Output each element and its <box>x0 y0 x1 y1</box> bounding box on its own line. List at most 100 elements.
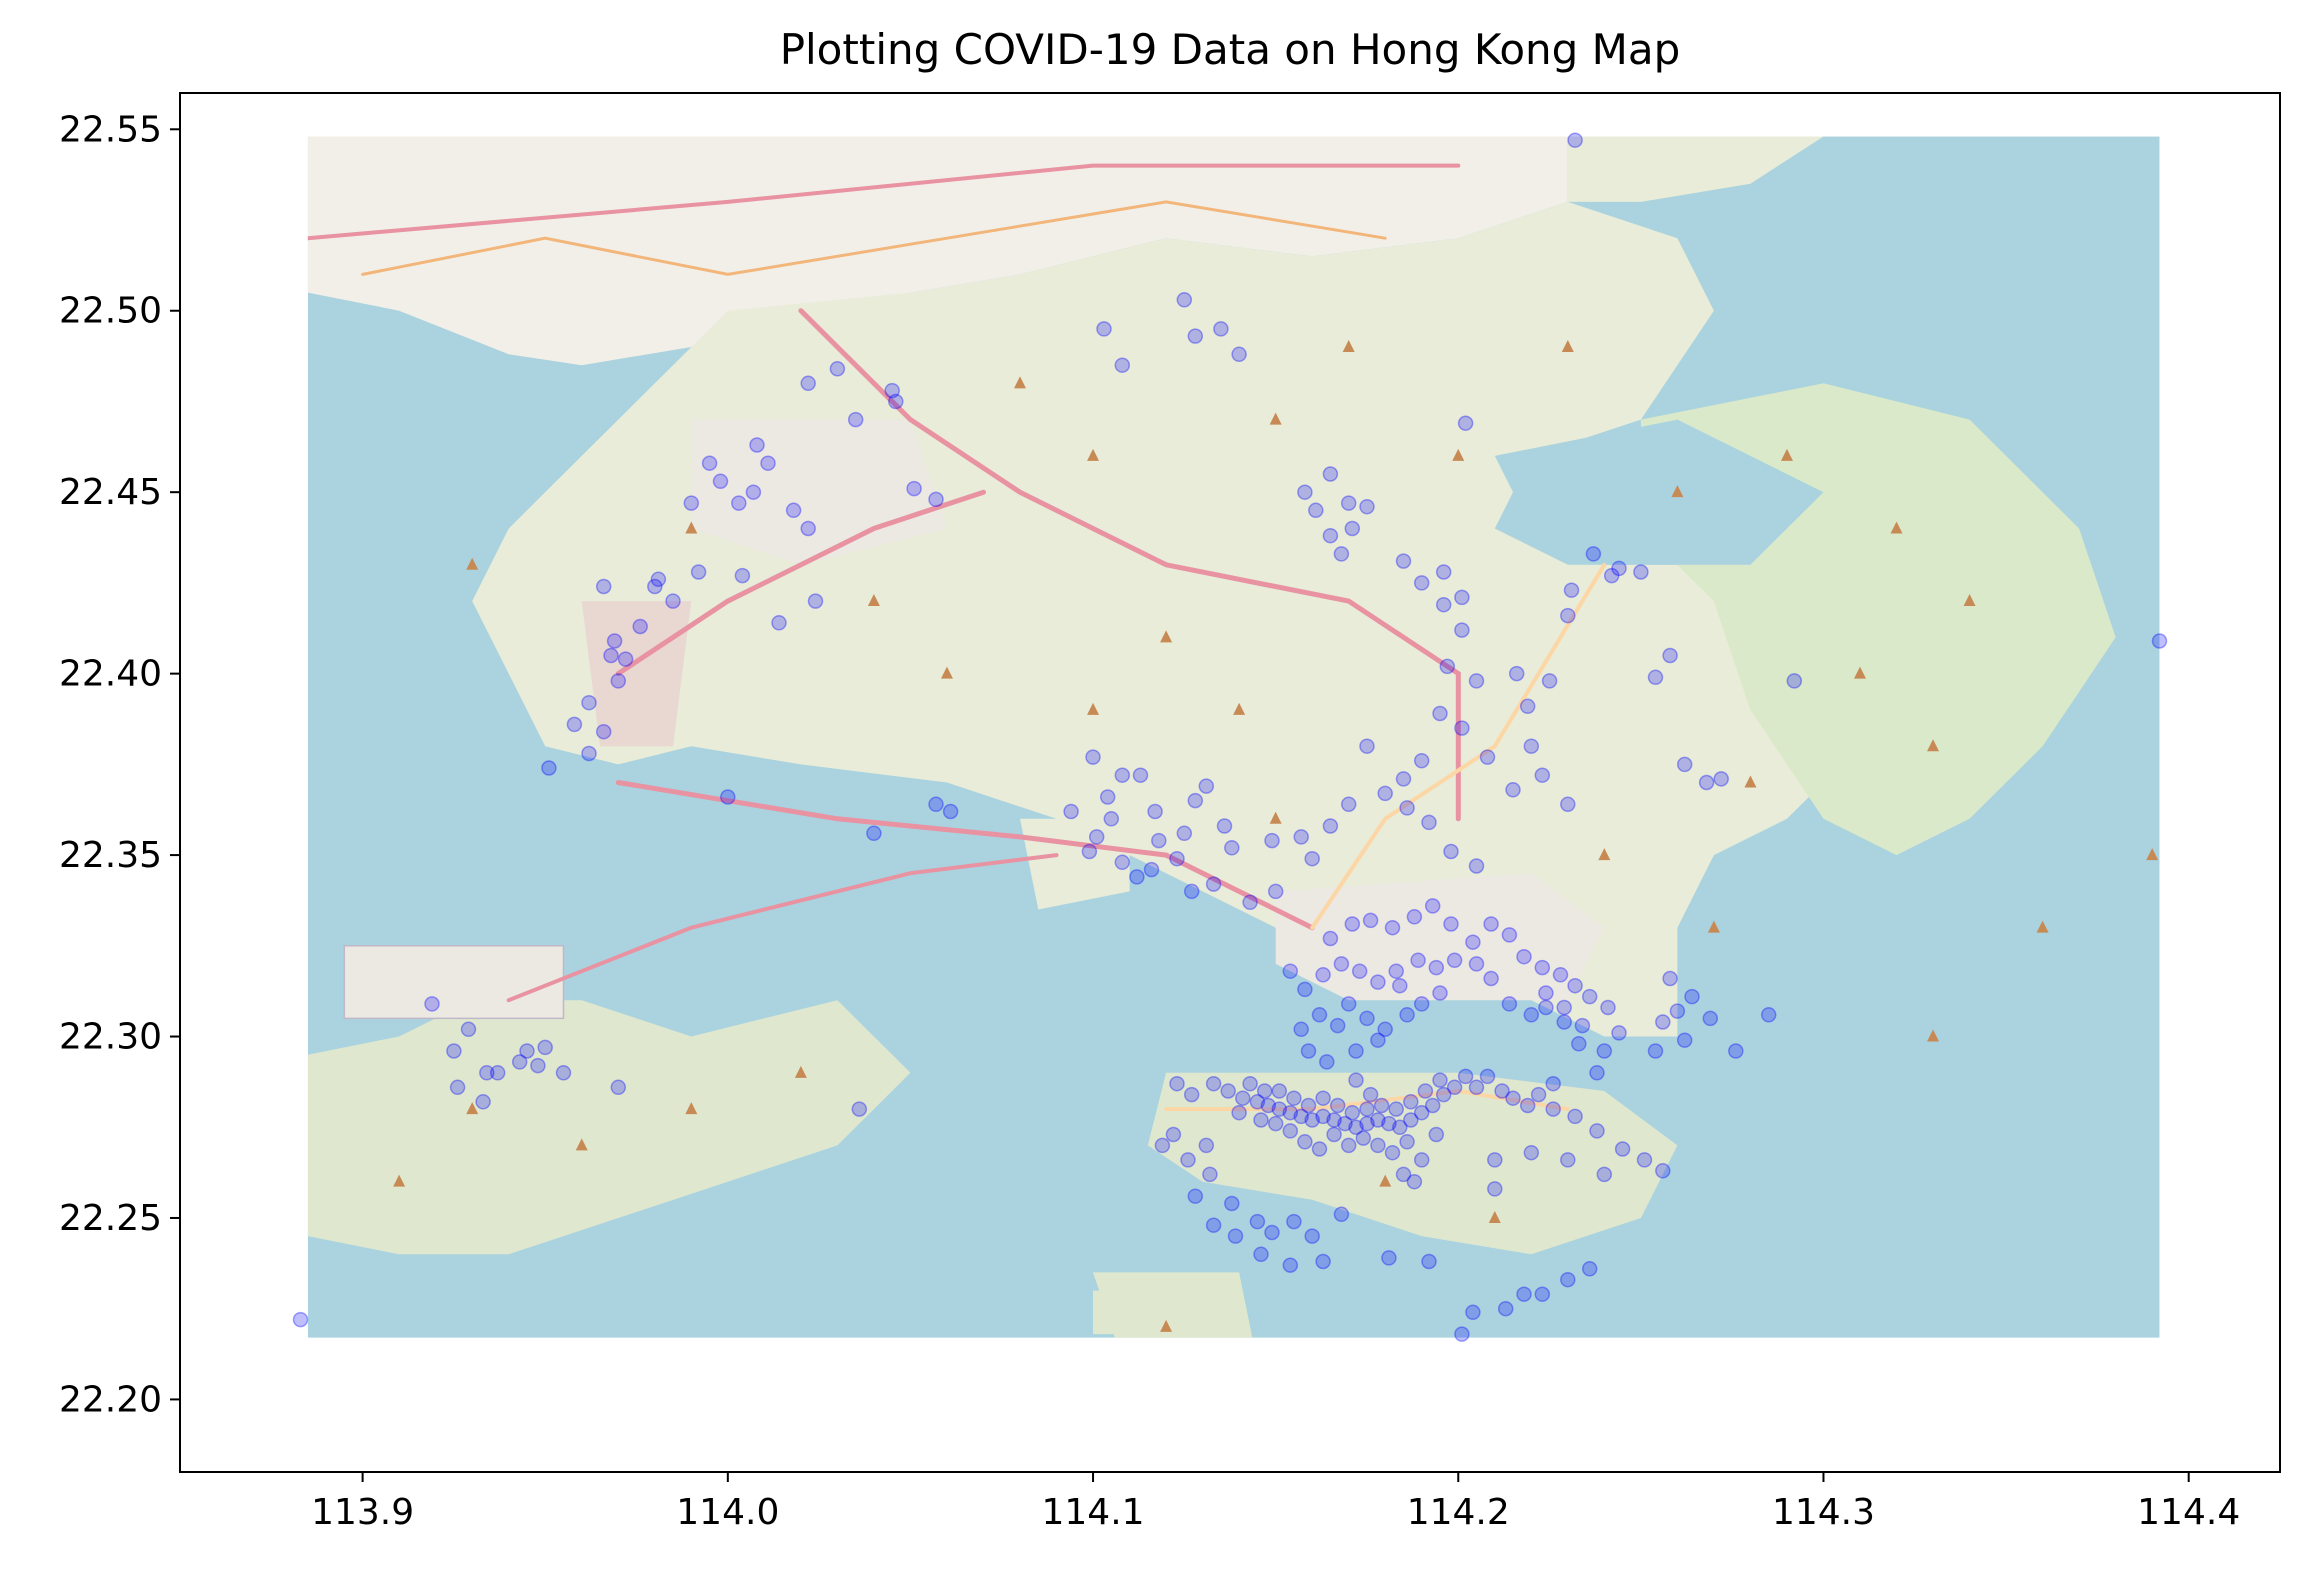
scatter-point <box>1183 883 1200 900</box>
scatter-point <box>1534 1286 1551 1302</box>
scatter-point <box>1319 1054 1335 1070</box>
scatter-point <box>1264 832 1280 849</box>
scatter-point <box>1322 466 1339 482</box>
scatter-point <box>1395 553 1412 569</box>
scatter-point <box>1523 1007 1540 1023</box>
scatter-point <box>1293 1108 1309 1125</box>
axes-frame <box>179 92 2281 1473</box>
peak-marker <box>1854 666 1866 679</box>
scatter-point <box>1242 1075 1258 1092</box>
peak-marker <box>1379 1174 1392 1187</box>
scatter-point <box>1443 843 1459 860</box>
scatter-point <box>1581 988 1598 1005</box>
scatter-point <box>1432 1072 1448 1088</box>
scatter-point <box>1169 1075 1185 1092</box>
scatter-point <box>1351 963 1368 979</box>
peak-marker <box>1087 702 1100 715</box>
scatter-point <box>511 1054 528 1070</box>
scatter-point <box>1329 1017 1346 1034</box>
scatter-point <box>1315 1253 1331 1270</box>
scatter-point <box>1114 854 1131 871</box>
scatter-point <box>1333 546 1350 562</box>
scatter-point <box>1519 1097 1536 1114</box>
scatter-point <box>1322 527 1339 544</box>
peak-marker <box>1890 521 1903 534</box>
peak-marker <box>1452 448 1465 461</box>
y-tick-label: 22.35 <box>59 835 162 876</box>
scatter-point <box>1282 963 1299 979</box>
scatter-point <box>1129 869 1145 885</box>
scatter-point <box>1596 1166 1613 1183</box>
scatter-point <box>884 382 900 399</box>
scatter-point <box>1479 749 1496 765</box>
peak-marker <box>1014 376 1026 389</box>
scatter-point <box>1205 1075 1222 1092</box>
peak-marker <box>1927 739 1940 752</box>
scatter-point <box>1403 1094 1419 1110</box>
basemap <box>307 136 2160 1338</box>
y-tick-label: 22.25 <box>59 1198 162 1239</box>
scatter-point <box>1216 818 1233 834</box>
scatter-point <box>1224 1195 1240 1212</box>
road-tsing-long <box>615 780 1315 931</box>
scatter-point <box>1205 1217 1222 1233</box>
scatter-point <box>1359 1115 1375 1132</box>
scatter-point <box>1698 774 1715 791</box>
scatter-point <box>460 1021 477 1038</box>
scatter-point <box>581 694 597 711</box>
peak-marker <box>1342 340 1355 353</box>
scatter-point <box>1260 1097 1277 1114</box>
scatter-point <box>1132 767 1149 783</box>
y-tick-label: 22.40 <box>59 654 162 695</box>
x-axis: 113.9 114.0 114.1 114.2 114.3 114.4 <box>311 1472 2240 1533</box>
scatter-point <box>1538 999 1554 1016</box>
scatter-point <box>1198 1137 1215 1154</box>
scatter-point <box>1465 1304 1481 1321</box>
peak-marker <box>794 1065 807 1078</box>
peak-marker <box>1269 412 1282 425</box>
scatter-point <box>1395 771 1412 787</box>
scatter-point <box>1421 1253 1437 1270</box>
scatter-point <box>701 455 718 471</box>
x-tick-label: 114.2 <box>1407 1492 1510 1533</box>
scatter-point <box>1523 738 1540 754</box>
scatter-point <box>1333 956 1350 972</box>
peak-marker <box>1160 630 1173 643</box>
peak-marker <box>1707 920 1720 933</box>
scatter-point <box>1497 1300 1514 1317</box>
landmass-new-territories <box>472 201 1861 1037</box>
scatter-point <box>1249 1213 1266 1230</box>
scatter-point <box>1676 756 1693 773</box>
scatter-point <box>1114 357 1131 373</box>
scatter-point <box>595 578 612 595</box>
scatter-point <box>1435 596 1452 613</box>
peak-marker <box>1598 848 1611 861</box>
scatter-point <box>555 1065 572 1081</box>
scatter-point <box>610 1079 627 1096</box>
scatter-point <box>1267 1115 1284 1132</box>
scatter-point <box>1487 1181 1503 1197</box>
scatter-point <box>1340 495 1357 511</box>
scatter-point <box>1151 832 1167 849</box>
scatter-point <box>1143 861 1160 878</box>
scatter-point <box>785 502 802 519</box>
x-tick-label: 113.9 <box>311 1492 414 1533</box>
y-tick-label: 22.45 <box>59 472 162 513</box>
scatter-point <box>1786 673 1803 689</box>
scatter-point <box>1326 1112 1342 1128</box>
scatter-point <box>683 495 700 511</box>
scatter-point <box>906 480 922 497</box>
peak-marker <box>1963 594 1976 607</box>
scatter-point <box>1406 909 1423 925</box>
scatter-point <box>617 651 634 667</box>
scatter-point <box>1381 1250 1397 1266</box>
scatter-point <box>1567 977 1583 994</box>
scatter-point <box>1348 1043 1364 1059</box>
scatter-point <box>1454 589 1470 606</box>
scatter-point <box>1443 916 1459 932</box>
scatter-point <box>1552 967 1569 983</box>
landmass-lantau <box>307 1000 911 1255</box>
scatter-point <box>1399 1007 1415 1023</box>
scatter-point <box>1581 1261 1598 1277</box>
